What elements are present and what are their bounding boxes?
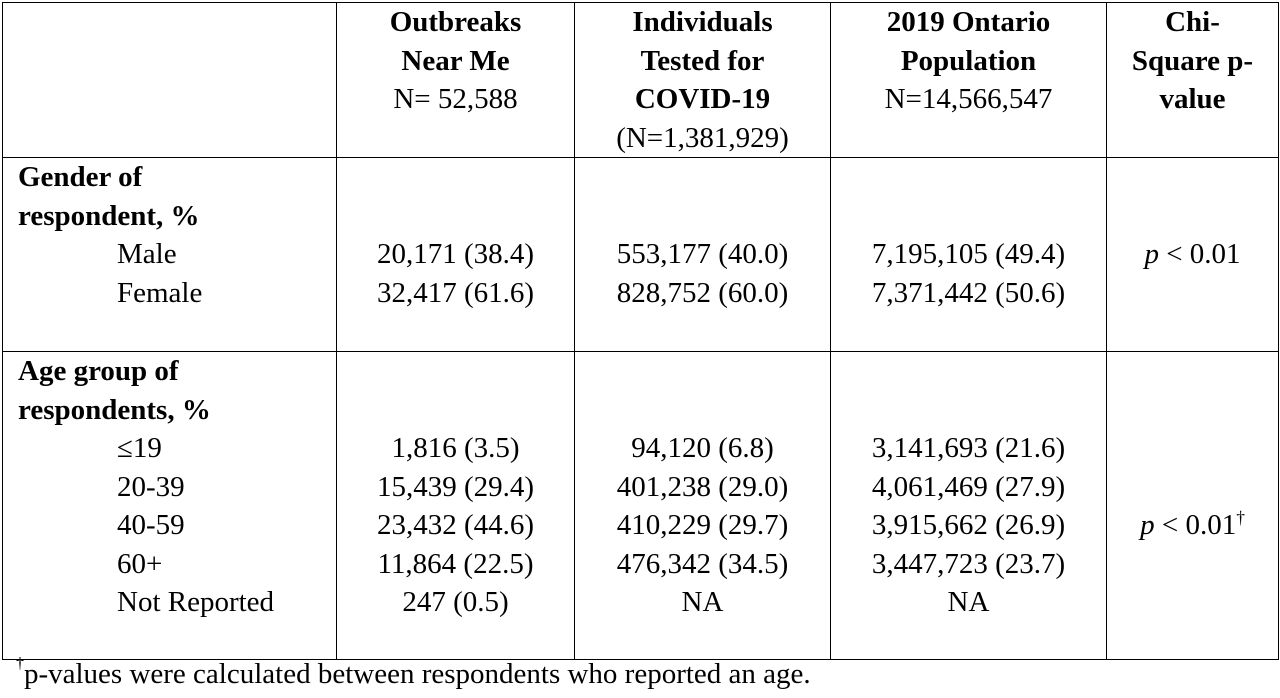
col-title-line: Population [900, 44, 1037, 77]
col-header-outbreaks: Outbreaks Near Me N= 52,588 [336, 2, 575, 158]
value-cell: 3,141,693 (21.6) [871, 432, 1066, 464]
row-label-age: 40-59 [117, 509, 185, 541]
value-cell: 3,447,723 (23.7) [871, 547, 1066, 580]
value-cell: 410,229 (29.7) [616, 509, 789, 541]
value-cell: 4,061,469 (27.9) [871, 470, 1066, 503]
value-cell: 7,371,442 (50.6) [871, 276, 1066, 309]
value-cell: 1,816 (3.5) [391, 432, 520, 464]
col-n-line: N=14,566,547 [884, 83, 1053, 115]
value-cell: 828,752 (60.0) [616, 276, 789, 309]
value-cell: 20,171 (38.4) [376, 238, 535, 270]
section-title-line: Gender of [18, 161, 143, 193]
col-title-line: Chi- [1165, 6, 1220, 38]
row-label-age: Not Reported [117, 586, 275, 618]
col-title-line: Square p- [1131, 44, 1254, 77]
footnote: †p-values were calculated between respon… [16, 655, 811, 693]
gender-section: Gender of respondent, % Male Female 20,1… [2, 157, 1279, 352]
dagger-mark: † [1236, 507, 1245, 528]
footnote-text: p-values were calculated between respond… [23, 658, 811, 690]
p-value: < 0.01 [1158, 238, 1241, 270]
row-label-male: Male [117, 238, 177, 270]
gender-pvalue-cell: p < 0.01 [1106, 157, 1279, 352]
gender-label-cell: Gender of respondent, % Male Female [2, 157, 337, 352]
col-header-pvalue: Chi- Square p- value [1106, 2, 1279, 158]
value-cell: 7,195,105 (49.4) [871, 238, 1066, 270]
gender-outbreaks-cell: 20,171 (38.4) 32,417 (61.6) [336, 157, 575, 352]
section-title-line: respondent, % [18, 199, 200, 232]
age-population-cell: 3,141,693 (21.6) 4,061,469 (27.9) 3,915,… [830, 351, 1107, 660]
row-label-age: 20-39 [117, 470, 185, 503]
col-title-line: Near Me [401, 44, 510, 77]
age-outbreaks-cell: 1,816 (3.5) 15,439 (29.4) 23,432 (44.6) … [336, 351, 575, 660]
demographics-table: Outbreaks Near Me N= 52,588 Individuals … [2, 2, 1279, 660]
col-n-line: N= 52,588 [393, 83, 518, 115]
col-title-line: Individuals [632, 6, 773, 38]
value-cell: NA [947, 586, 990, 618]
col-n-line: (N=1,381,929) [616, 121, 789, 154]
col-title-line: Outbreaks [389, 6, 522, 38]
value-cell: 32,417 (61.6) [376, 276, 535, 309]
gender-tested-cell: 553,177 (40.0) 828,752 (60.0) [574, 157, 831, 352]
value-cell: 476,342 (34.5) [616, 547, 789, 580]
p-symbol: p [1140, 509, 1155, 541]
value-cell: 11,864 (22.5) [377, 547, 534, 580]
value-cell: 23,432 (44.6) [376, 509, 535, 541]
value-cell: NA [681, 586, 724, 618]
col-title-line: 2019 Ontario [886, 6, 1051, 38]
col-title-line: COVID-19 [634, 83, 771, 115]
corner-cell [2, 2, 337, 158]
value-cell: 401,238 (29.0) [616, 470, 789, 503]
value-cell: 94,120 (6.8) [631, 432, 774, 464]
p-symbol: p [1144, 238, 1159, 270]
footnote-dagger: † [16, 655, 24, 673]
value-cell: 553,177 (40.0) [616, 238, 789, 270]
value-cell: 3,915,662 (26.9) [871, 509, 1066, 541]
age-pvalue-cell: p < 0.01† [1106, 351, 1279, 660]
col-header-population: 2019 Ontario Population N=14,566,547 [830, 2, 1107, 158]
header-row: Outbreaks Near Me N= 52,588 Individuals … [2, 2, 1279, 158]
value-cell: 247 (0.5) [402, 586, 509, 618]
age-section: Age group of respondents, % ≤19 20-39 40… [2, 351, 1279, 660]
age-tested-cell: 94,120 (6.8) 401,238 (29.0) 410,229 (29.… [574, 351, 831, 660]
row-label-age: 60+ [117, 547, 163, 580]
section-title-line: respondents, % [18, 393, 211, 426]
p-value: < 0.01 [1154, 509, 1237, 541]
col-header-tested: Individuals Tested for COVID-19 (N=1,381… [574, 2, 831, 158]
col-title-line: Tested for [640, 44, 765, 77]
row-label-age: ≤19 [117, 432, 162, 464]
col-title-line: value [1159, 83, 1226, 115]
row-label-female: Female [117, 276, 203, 309]
age-label-cell: Age group of respondents, % ≤19 20-39 40… [2, 351, 337, 660]
gender-population-cell: 7,195,105 (49.4) 7,371,442 (50.6) [830, 157, 1107, 352]
value-cell: 15,439 (29.4) [376, 470, 535, 503]
section-title-line: Age group of [18, 355, 179, 387]
